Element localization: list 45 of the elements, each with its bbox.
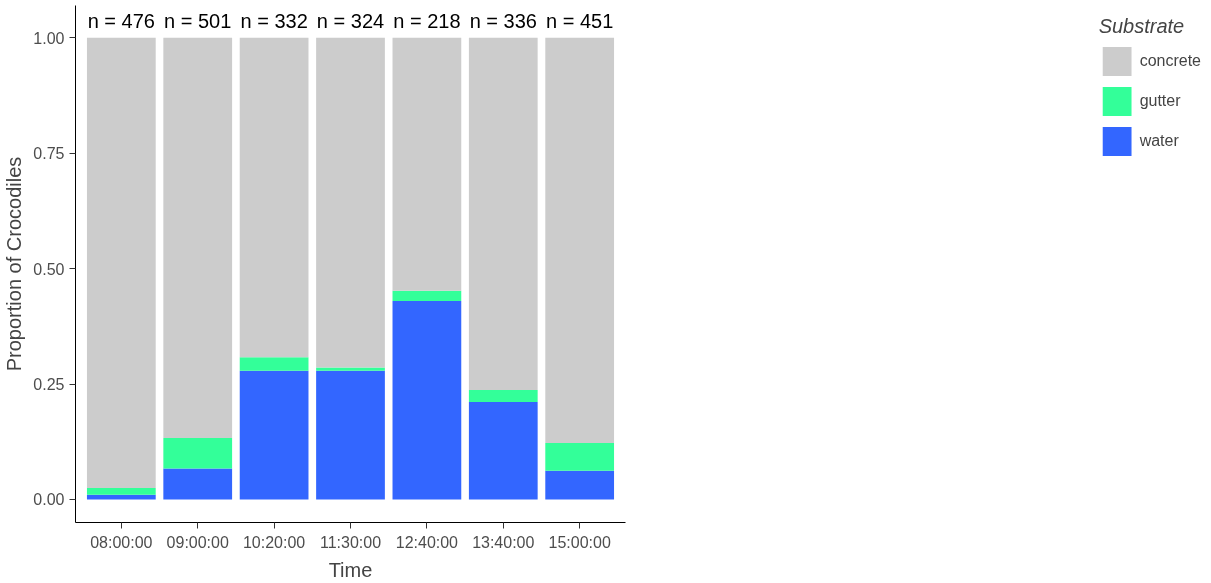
y-tick-label: 1.00 — [33, 29, 65, 47]
annotation: n = 336 — [469, 9, 537, 32]
bar — [163, 37, 233, 439]
bar — [239, 357, 309, 371]
bar — [163, 438, 233, 469]
bar — [316, 370, 385, 500]
x-tick-label: 13:40:00 — [472, 533, 535, 551]
bar — [316, 367, 385, 371]
y-tick-label: 0.00 — [33, 491, 65, 509]
bar — [468, 37, 538, 391]
x-tick-label: 08:00:00 — [90, 533, 153, 551]
bar — [86, 37, 156, 488]
bar — [392, 300, 462, 500]
bar — [316, 37, 385, 368]
annotation: n = 501 — [164, 9, 232, 32]
annotation: n = 451 — [546, 9, 614, 32]
legend-label: gutter — [1139, 91, 1181, 111]
bar — [392, 37, 462, 291]
y-tick-label: 0.50 — [33, 260, 65, 278]
annotation: n = 324 — [316, 9, 385, 32]
x-tick-label: 11:30:00 — [319, 533, 382, 551]
y-axis-title: Proportion of Crocodiles — [3, 156, 26, 372]
bar — [239, 370, 309, 500]
annotation: n = 476 — [87, 9, 155, 32]
x-tick-label: 12:40:00 — [395, 533, 459, 551]
bar — [86, 487, 156, 495]
x-tick-label: 15:00:00 — [548, 533, 611, 551]
bar — [545, 37, 615, 444]
legend-label: concrete — [1139, 51, 1201, 71]
bar — [468, 390, 538, 403]
x-tick-label: 09:00:00 — [166, 533, 229, 551]
y-tick-label: 0.75 — [33, 145, 65, 163]
legend-title: Substrate — [1098, 15, 1186, 38]
bar — [545, 470, 615, 500]
bar — [545, 443, 615, 471]
annotation: n = 332 — [240, 9, 308, 32]
x-tick-label: 10:20:00 — [242, 533, 306, 551]
annotation: n = 218 — [393, 9, 461, 32]
bar — [468, 402, 538, 500]
legend-label: water — [1139, 131, 1179, 151]
bar — [239, 37, 309, 358]
x-axis-title: Time — [328, 558, 373, 581]
bar — [163, 468, 233, 500]
y-tick-label: 0.25 — [33, 376, 65, 394]
bar — [392, 290, 462, 301]
